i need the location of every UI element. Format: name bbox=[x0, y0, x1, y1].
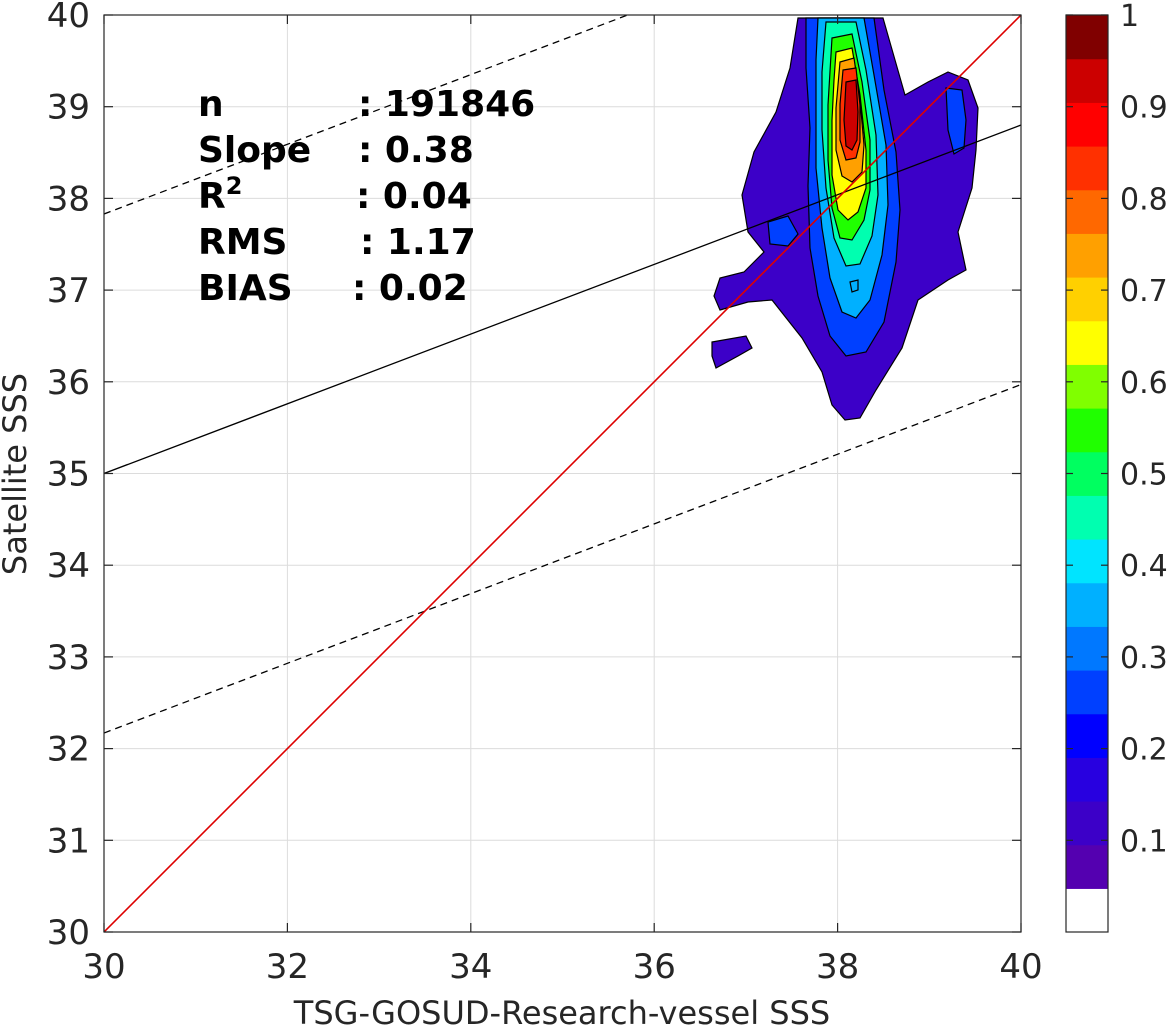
colorbar-segment bbox=[1066, 320, 1108, 365]
colorbar-segment bbox=[1066, 626, 1108, 671]
colorbar-segment bbox=[1066, 15, 1108, 60]
colorbar-tick-label: 0.7 bbox=[1120, 274, 1168, 309]
y-tick-label: 31 bbox=[47, 821, 90, 861]
colorbar-segment bbox=[1066, 58, 1108, 103]
stat-label: BIAS bbox=[198, 268, 293, 309]
colorbar-tick-label: 0.4 bbox=[1120, 549, 1168, 584]
colorbar-segment bbox=[1066, 495, 1108, 540]
y-tick-label: 35 bbox=[47, 455, 90, 495]
colorbar-segment bbox=[1066, 277, 1108, 322]
y-tick-label: 34 bbox=[47, 546, 90, 586]
x-tick-label: 36 bbox=[633, 947, 676, 987]
stat-value: : 0.04 bbox=[356, 176, 472, 217]
stat-label: Slope bbox=[198, 130, 311, 171]
colorbar-tick-label: 0.2 bbox=[1120, 733, 1168, 768]
x-tick-label: 38 bbox=[816, 947, 859, 987]
regression-line bbox=[104, 124, 1021, 475]
lower-bound-line bbox=[104, 383, 1021, 734]
stat-value: : 191846 bbox=[358, 84, 535, 125]
colorbar-tick-label: 1 bbox=[1120, 0, 1139, 34]
x-tick-label: 32 bbox=[266, 947, 309, 987]
colorbar-segment bbox=[1066, 233, 1108, 278]
colorbar-tick-label: 0.8 bbox=[1120, 182, 1168, 217]
colorbar-segment bbox=[1066, 801, 1108, 846]
y-tick-label: 32 bbox=[47, 730, 90, 770]
y-tick-label: 36 bbox=[47, 363, 90, 403]
colorbar-tick-label: 0.6 bbox=[1120, 366, 1168, 401]
colorbar-segment bbox=[1066, 146, 1108, 191]
x-tick-label: 34 bbox=[449, 947, 492, 987]
contour-island-4 bbox=[849, 279, 859, 293]
stat-value: : 0.02 bbox=[352, 268, 468, 309]
contour-island-1 bbox=[711, 335, 753, 369]
identity-line bbox=[104, 15, 1021, 932]
colorbar-segment bbox=[1066, 582, 1108, 627]
colorbar-tick-label: 0.9 bbox=[1120, 91, 1168, 126]
colorbar-segment bbox=[1066, 102, 1108, 147]
x-axis-label: TSG-GOSUD-Research-vessel SSS bbox=[293, 994, 830, 1028]
contour-level-9 bbox=[843, 79, 859, 151]
stats-box: n : 191846 Slope : 0.38 R2 : 0.04 RMS : 1.17 BIA… bbox=[198, 84, 535, 309]
stat-value: : 0.38 bbox=[358, 130, 474, 171]
y-tick-label: 37 bbox=[47, 271, 90, 311]
reference-lines bbox=[104, 15, 1021, 932]
colorbar-segment bbox=[1066, 408, 1108, 453]
y-tick-label: 39 bbox=[47, 88, 90, 128]
colorbar-segment bbox=[1066, 844, 1108, 889]
colorbar: 0.1 0.2 0.3 0.4 0.5 0.6 0.7 0.8 0.9 1 bbox=[1065, 0, 1168, 933]
colorbar-segment bbox=[1066, 713, 1108, 758]
colorbar-segment bbox=[1066, 888, 1108, 933]
y-tick-label: 33 bbox=[47, 638, 90, 678]
colorbar-segment bbox=[1066, 189, 1108, 234]
colorbar-tick-label: 0.1 bbox=[1120, 824, 1168, 859]
colorbar-tick-label: 0.5 bbox=[1120, 458, 1168, 493]
stat-label: R2 bbox=[198, 172, 242, 217]
contour-island-3 bbox=[945, 87, 967, 155]
y-tick-label: 40 bbox=[47, 0, 90, 36]
density-contours bbox=[711, 17, 979, 421]
colorbar-segment bbox=[1066, 670, 1108, 715]
colorbar-segment bbox=[1066, 364, 1108, 409]
y-tick-label: 38 bbox=[47, 179, 90, 219]
x-tick-label: 30 bbox=[82, 947, 125, 987]
stat-label: n bbox=[198, 84, 224, 125]
colorbar-segment bbox=[1066, 539, 1108, 584]
y-axis-label: Satellite SSS bbox=[0, 373, 34, 575]
stat-value: : 1.17 bbox=[360, 222, 476, 263]
colorbar-tick-label: 0.3 bbox=[1120, 641, 1168, 676]
grid-lines bbox=[103, 14, 1022, 933]
contour-island-2 bbox=[767, 215, 799, 247]
stat-label-sup: 2 bbox=[226, 172, 243, 200]
x-tick-label: 40 bbox=[999, 947, 1042, 987]
colorbar-segment bbox=[1066, 757, 1108, 802]
axis-ticks: 30 32 34 36 38 40 30 31 32 33 34 35 36 37 38 39 40 bbox=[47, 0, 1043, 987]
stat-label: RMS bbox=[198, 222, 287, 263]
y-tick-label: 30 bbox=[47, 913, 90, 953]
